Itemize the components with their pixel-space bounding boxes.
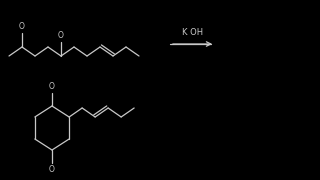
- Text: O: O: [19, 22, 25, 31]
- Text: O: O: [49, 82, 55, 91]
- Text: O: O: [49, 165, 55, 174]
- Text: O: O: [58, 31, 64, 40]
- Text: K OH: K OH: [182, 28, 203, 37]
